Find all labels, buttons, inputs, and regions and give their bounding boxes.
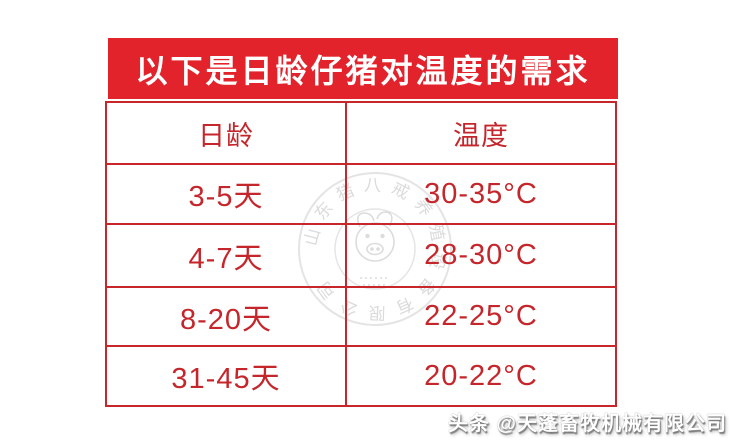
seal-inner-ring [334, 208, 416, 290]
table-row: 8-20天 22-25°C [107, 288, 615, 347]
banner: 以下是日龄仔猪对温度的需求 [108, 38, 618, 99]
table-row: 4-7天 28-30°C [107, 225, 615, 288]
column-header-age: 日龄 [107, 103, 347, 163]
seal-outer-ring [298, 172, 452, 326]
temp-cell: 30-35°C [424, 177, 538, 210]
watermark-credit: 头条 @天蓬畜牧机械有限公司 [447, 413, 727, 435]
seal-watermark: 山东猪八戒养殖设备有限公司 [298, 172, 452, 326]
banner-title: 以下是日龄仔猪对温度的需求 [135, 52, 591, 89]
temp-cell: 20-22°C [424, 359, 538, 392]
age-cell: 31-45天 [107, 347, 347, 405]
age-cell: 3-5天 [107, 165, 347, 223]
table-header-row: 日龄 温度 [107, 103, 615, 165]
table-row: 3-5天 30-35°C [107, 165, 615, 225]
temp-cell: 22-25°C [424, 300, 538, 332]
temp-cell: 28-30°C [424, 239, 538, 271]
age-cell: 8-20天 [107, 288, 347, 345]
column-header-temperature: 温度 [453, 120, 509, 151]
age-cell: 4-7天 [107, 225, 347, 286]
table-row: 31-45天 20-22°C [107, 347, 615, 405]
temperature-table: 日龄 温度 3-5天 30-35°C 4-7天 28-30°C 8-20天 22… [105, 101, 617, 407]
